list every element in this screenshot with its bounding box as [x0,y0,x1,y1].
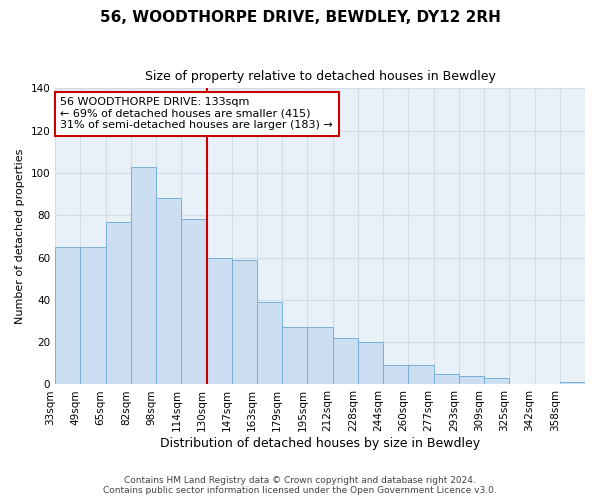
Bar [484,378,509,384]
Bar [156,198,181,384]
X-axis label: Distribution of detached houses by size in Bewdley: Distribution of detached houses by size … [160,437,480,450]
Bar [282,328,307,384]
Bar [560,382,585,384]
Bar [332,338,358,384]
Bar [358,342,383,384]
Bar [106,222,131,384]
Bar [232,260,257,384]
Text: Contains HM Land Registry data © Crown copyright and database right 2024.
Contai: Contains HM Land Registry data © Crown c… [103,476,497,495]
Bar [80,247,106,384]
Bar [55,247,80,384]
Text: 56 WOODTHORPE DRIVE: 133sqm
← 69% of detached houses are smaller (415)
31% of se: 56 WOODTHORPE DRIVE: 133sqm ← 69% of det… [61,97,333,130]
Title: Size of property relative to detached houses in Bewdley: Size of property relative to detached ho… [145,70,496,83]
Y-axis label: Number of detached properties: Number of detached properties [15,148,25,324]
Text: 56, WOODTHORPE DRIVE, BEWDLEY, DY12 2RH: 56, WOODTHORPE DRIVE, BEWDLEY, DY12 2RH [100,10,500,25]
Bar [181,220,206,384]
Bar [409,366,434,384]
Bar [206,258,232,384]
Bar [434,374,459,384]
Bar [383,366,409,384]
Bar [131,166,156,384]
Bar [257,302,282,384]
Bar [459,376,484,384]
Bar [307,328,332,384]
